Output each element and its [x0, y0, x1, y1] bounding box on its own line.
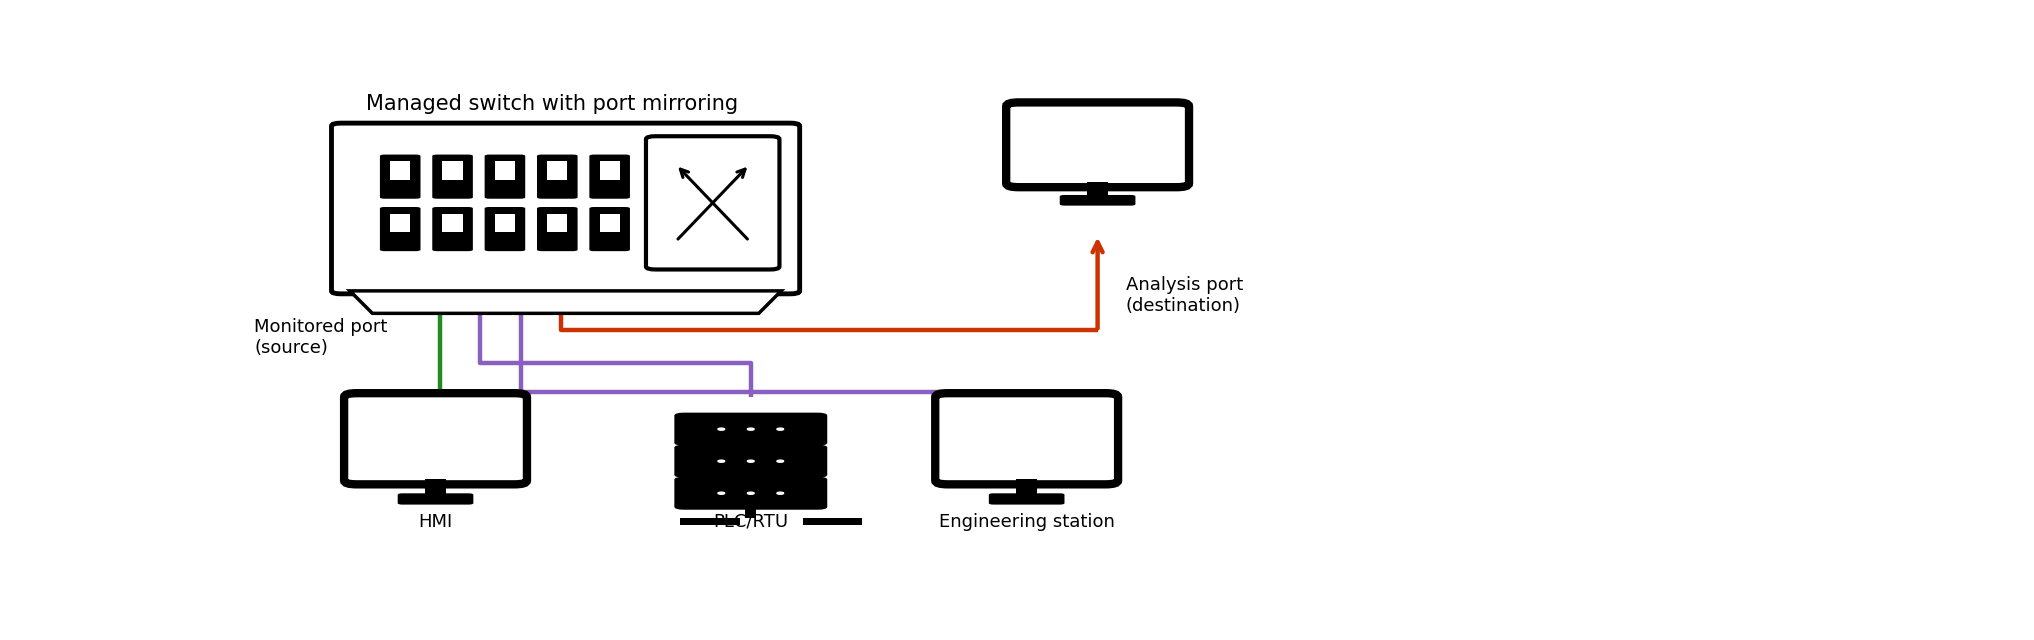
Circle shape	[746, 428, 755, 430]
FancyBboxPatch shape	[675, 477, 828, 509]
Circle shape	[777, 492, 783, 494]
FancyBboxPatch shape	[647, 136, 779, 269]
FancyBboxPatch shape	[537, 207, 578, 251]
FancyBboxPatch shape	[1060, 195, 1135, 205]
Bar	[803, 518, 862, 525]
FancyBboxPatch shape	[399, 493, 474, 504]
Text: Analysis port
(destination): Analysis port (destination)	[1127, 276, 1243, 316]
Circle shape	[718, 460, 724, 462]
FancyBboxPatch shape	[675, 413, 828, 445]
FancyBboxPatch shape	[433, 207, 472, 251]
FancyBboxPatch shape	[590, 207, 631, 251]
Circle shape	[718, 428, 724, 430]
FancyBboxPatch shape	[936, 393, 1119, 484]
Bar	[391, 161, 411, 180]
Circle shape	[718, 492, 724, 494]
Bar	[744, 507, 757, 518]
Bar	[600, 214, 620, 232]
Polygon shape	[350, 291, 781, 314]
FancyBboxPatch shape	[675, 445, 828, 477]
FancyBboxPatch shape	[332, 123, 799, 294]
Bar	[443, 214, 462, 232]
Text: PLC/RTU: PLC/RTU	[714, 513, 789, 531]
Bar	[1017, 479, 1037, 495]
FancyBboxPatch shape	[433, 155, 472, 198]
FancyBboxPatch shape	[1007, 102, 1190, 187]
Bar	[391, 214, 411, 232]
Bar	[1088, 182, 1109, 196]
FancyBboxPatch shape	[590, 155, 631, 198]
Circle shape	[777, 460, 783, 462]
Bar	[600, 161, 620, 180]
Text: Managed switch with port mirroring: Managed switch with port mirroring	[366, 93, 738, 114]
FancyBboxPatch shape	[344, 393, 527, 484]
FancyBboxPatch shape	[484, 207, 525, 251]
Bar	[547, 161, 567, 180]
Circle shape	[746, 460, 755, 462]
Circle shape	[777, 428, 783, 430]
FancyBboxPatch shape	[380, 155, 421, 198]
Bar	[443, 161, 462, 180]
FancyBboxPatch shape	[380, 207, 421, 251]
Text: HMI: HMI	[419, 513, 454, 531]
FancyBboxPatch shape	[484, 155, 525, 198]
Bar	[425, 479, 445, 495]
Circle shape	[746, 492, 755, 494]
FancyBboxPatch shape	[989, 493, 1064, 504]
Bar	[547, 214, 567, 232]
Bar	[494, 161, 515, 180]
Text: Engineering station: Engineering station	[940, 513, 1115, 531]
Bar	[681, 518, 740, 525]
FancyBboxPatch shape	[537, 155, 578, 198]
Bar	[494, 214, 515, 232]
Text: Monitored port
(source): Monitored port (source)	[254, 318, 388, 357]
